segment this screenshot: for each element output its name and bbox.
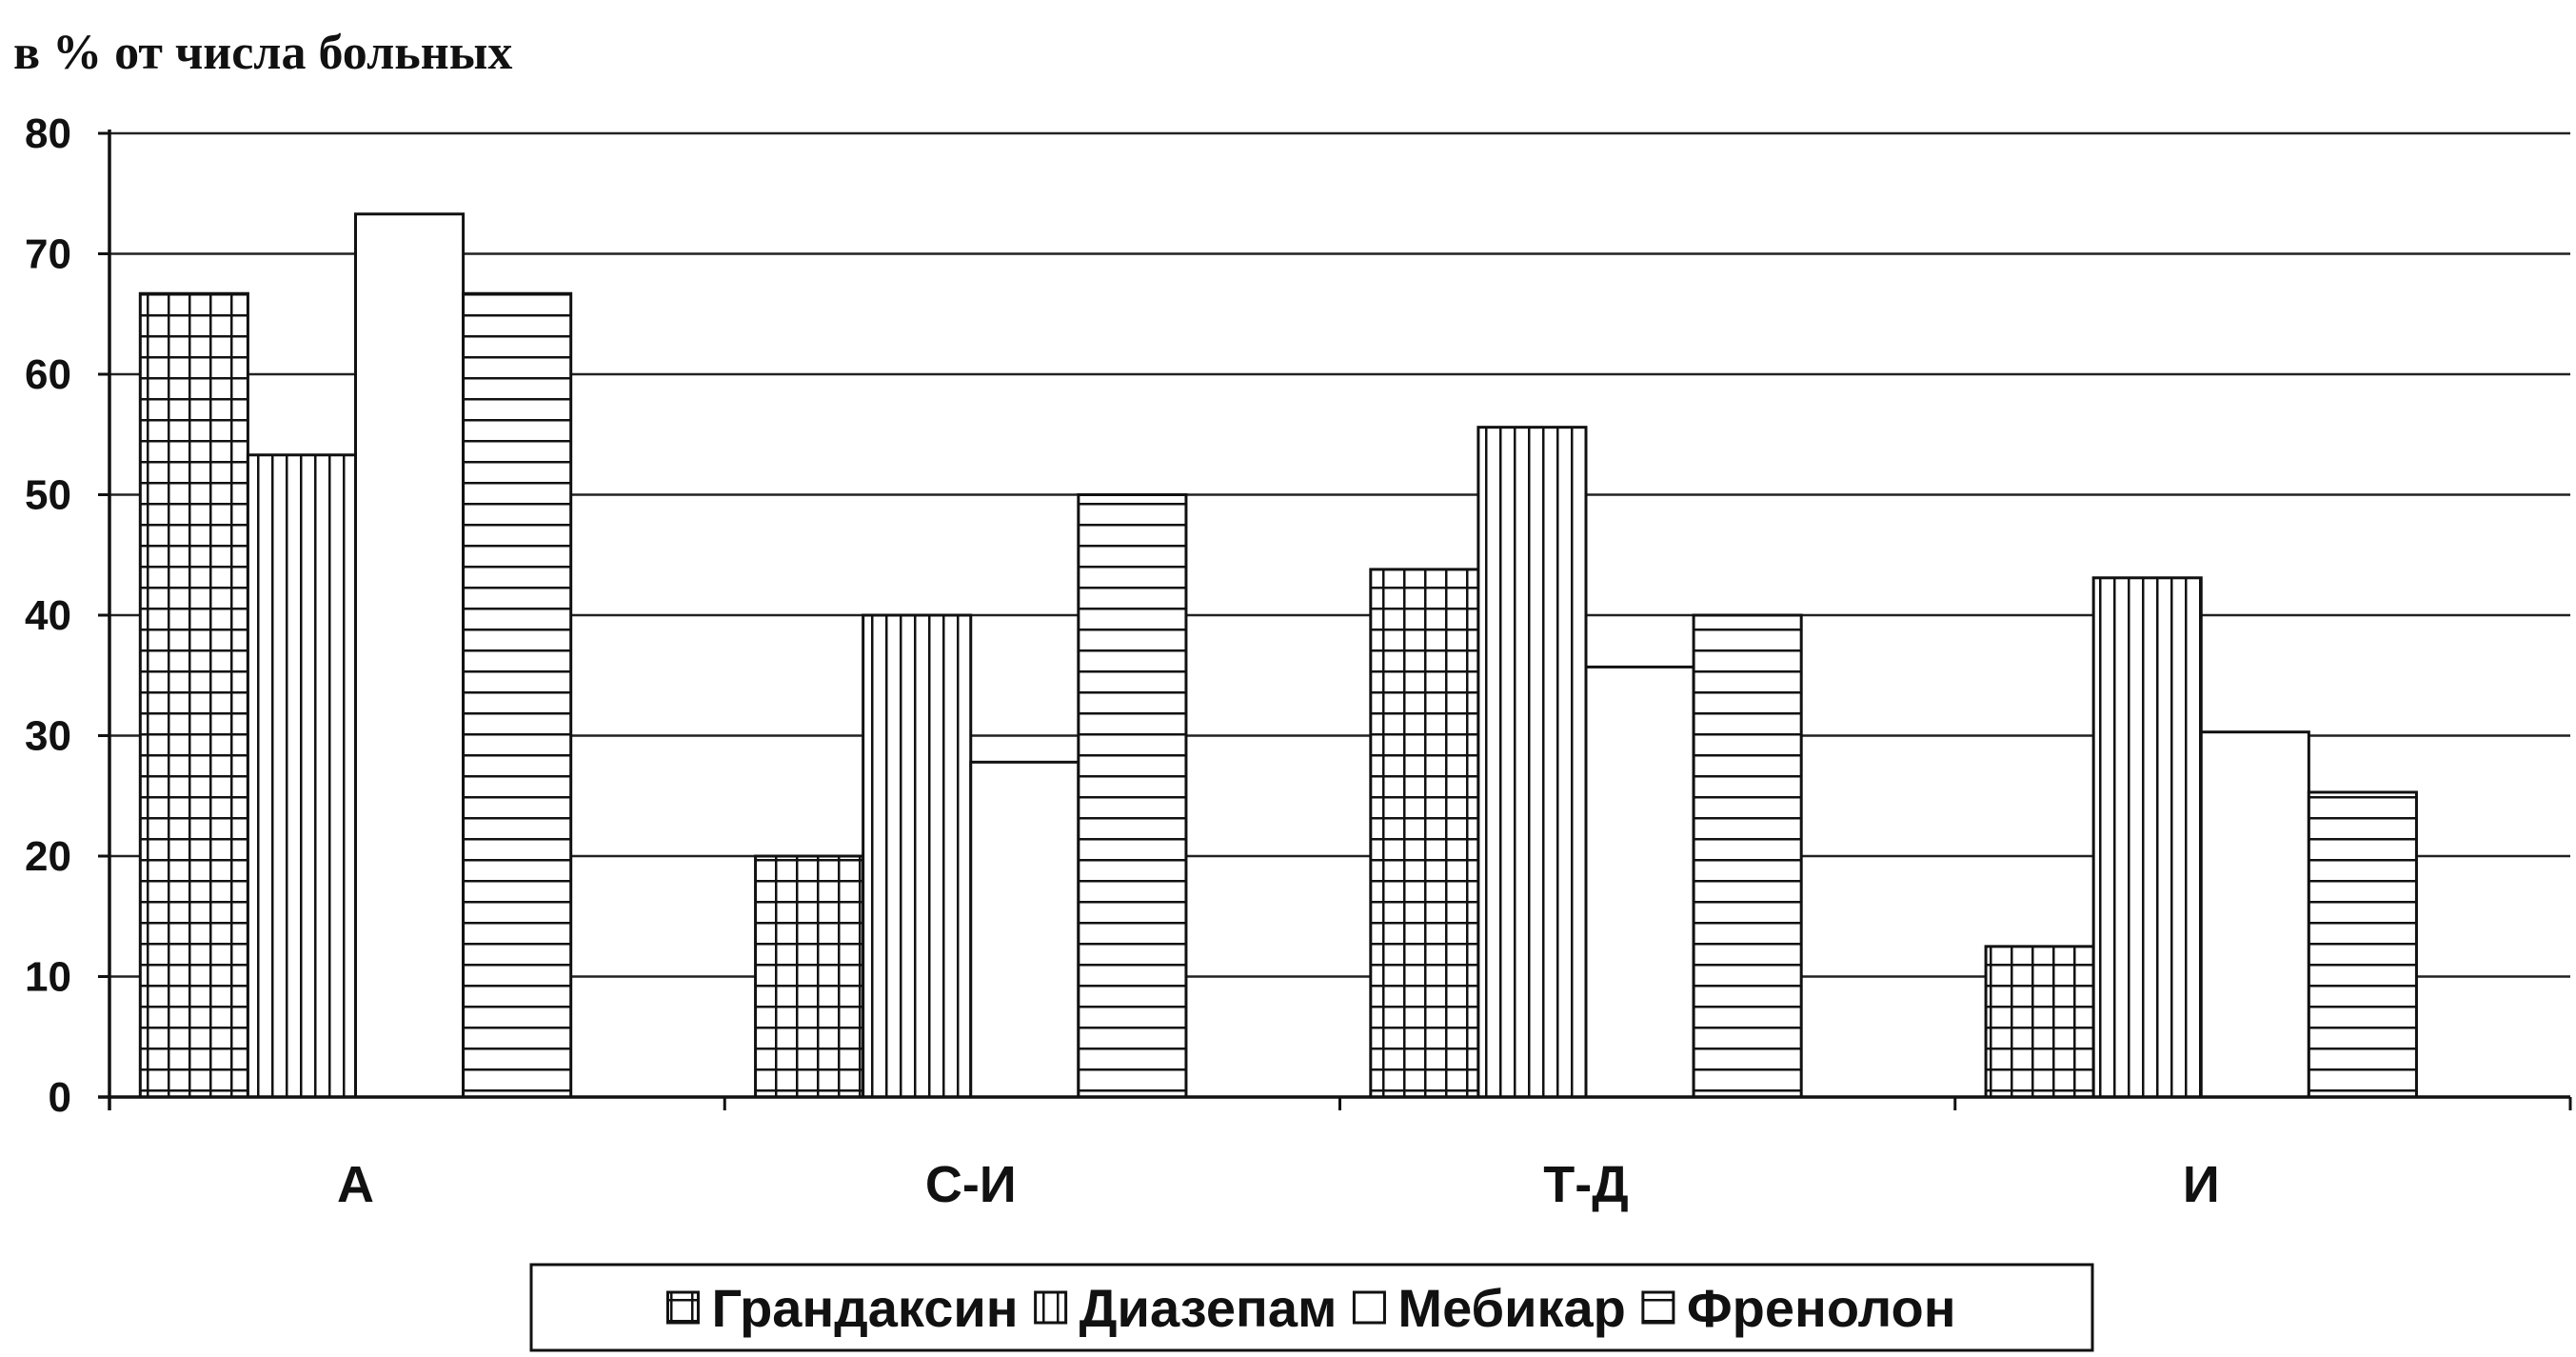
- axes: [98, 130, 2572, 1110]
- y-axis-title: в % от числа больных: [13, 26, 512, 80]
- bar-grid: [754, 854, 865, 1099]
- bar-blank: [2199, 730, 2310, 1099]
- bar-blank: [1584, 665, 1695, 1099]
- y-tick-label: 10: [25, 954, 71, 1001]
- bar-vertical: [2091, 576, 2203, 1099]
- y-tick-label: 0: [49, 1074, 71, 1121]
- legend-label: Грандаксин: [711, 1278, 1018, 1338]
- legend-label: Мебикар: [1397, 1278, 1625, 1338]
- bar-horizontal: [1077, 493, 1188, 1099]
- legend-swatch-blank: [1352, 1290, 1386, 1325]
- category-label: А: [337, 1156, 374, 1213]
- y-tick-labels: 0 10 20 30 40 50 60 70 80: [25, 110, 71, 1121]
- bar-horizontal: [2307, 790, 2418, 1099]
- bar-blank: [969, 760, 1080, 1099]
- bar-vertical: [862, 613, 973, 1099]
- bar-horizontal: [462, 291, 573, 1099]
- category-label: И: [2183, 1156, 2220, 1213]
- y-tick-label: 80: [25, 110, 71, 157]
- legend-swatch-vertical: [1034, 1290, 1068, 1325]
- category-label: С-И: [925, 1156, 1017, 1213]
- legend-box: [529, 1263, 2094, 1352]
- legend-label: Диазепам: [1080, 1278, 1338, 1338]
- bar-grid: [1369, 568, 1480, 1099]
- y-tick-label: 60: [25, 351, 71, 398]
- legend: Грандаксин Диазепам Мебикар Френолон: [529, 1263, 2094, 1352]
- bars: [138, 212, 2418, 1099]
- bar-grid: [138, 291, 249, 1099]
- y-tick-label: 70: [25, 231, 71, 278]
- bar-vertical: [1476, 426, 1588, 1099]
- y-tick-label: 50: [25, 472, 71, 519]
- bar-grid: [1984, 945, 2095, 1099]
- category-labels: А С-И Т-Д И: [337, 1156, 2220, 1213]
- bar-horizontal: [1692, 613, 1803, 1099]
- bar-vertical: [246, 453, 357, 1099]
- legend-swatch-grid: [665, 1290, 700, 1325]
- legend-swatch-horizontal: [1641, 1290, 1675, 1325]
- legend-label: Френолон: [1687, 1278, 1956, 1338]
- y-tick-label: 30: [25, 713, 71, 760]
- category-label: Т-Д: [1543, 1156, 1628, 1213]
- y-tick-label: 40: [25, 592, 71, 639]
- y-tick-label: 20: [25, 833, 71, 880]
- bar-blank: [354, 212, 466, 1099]
